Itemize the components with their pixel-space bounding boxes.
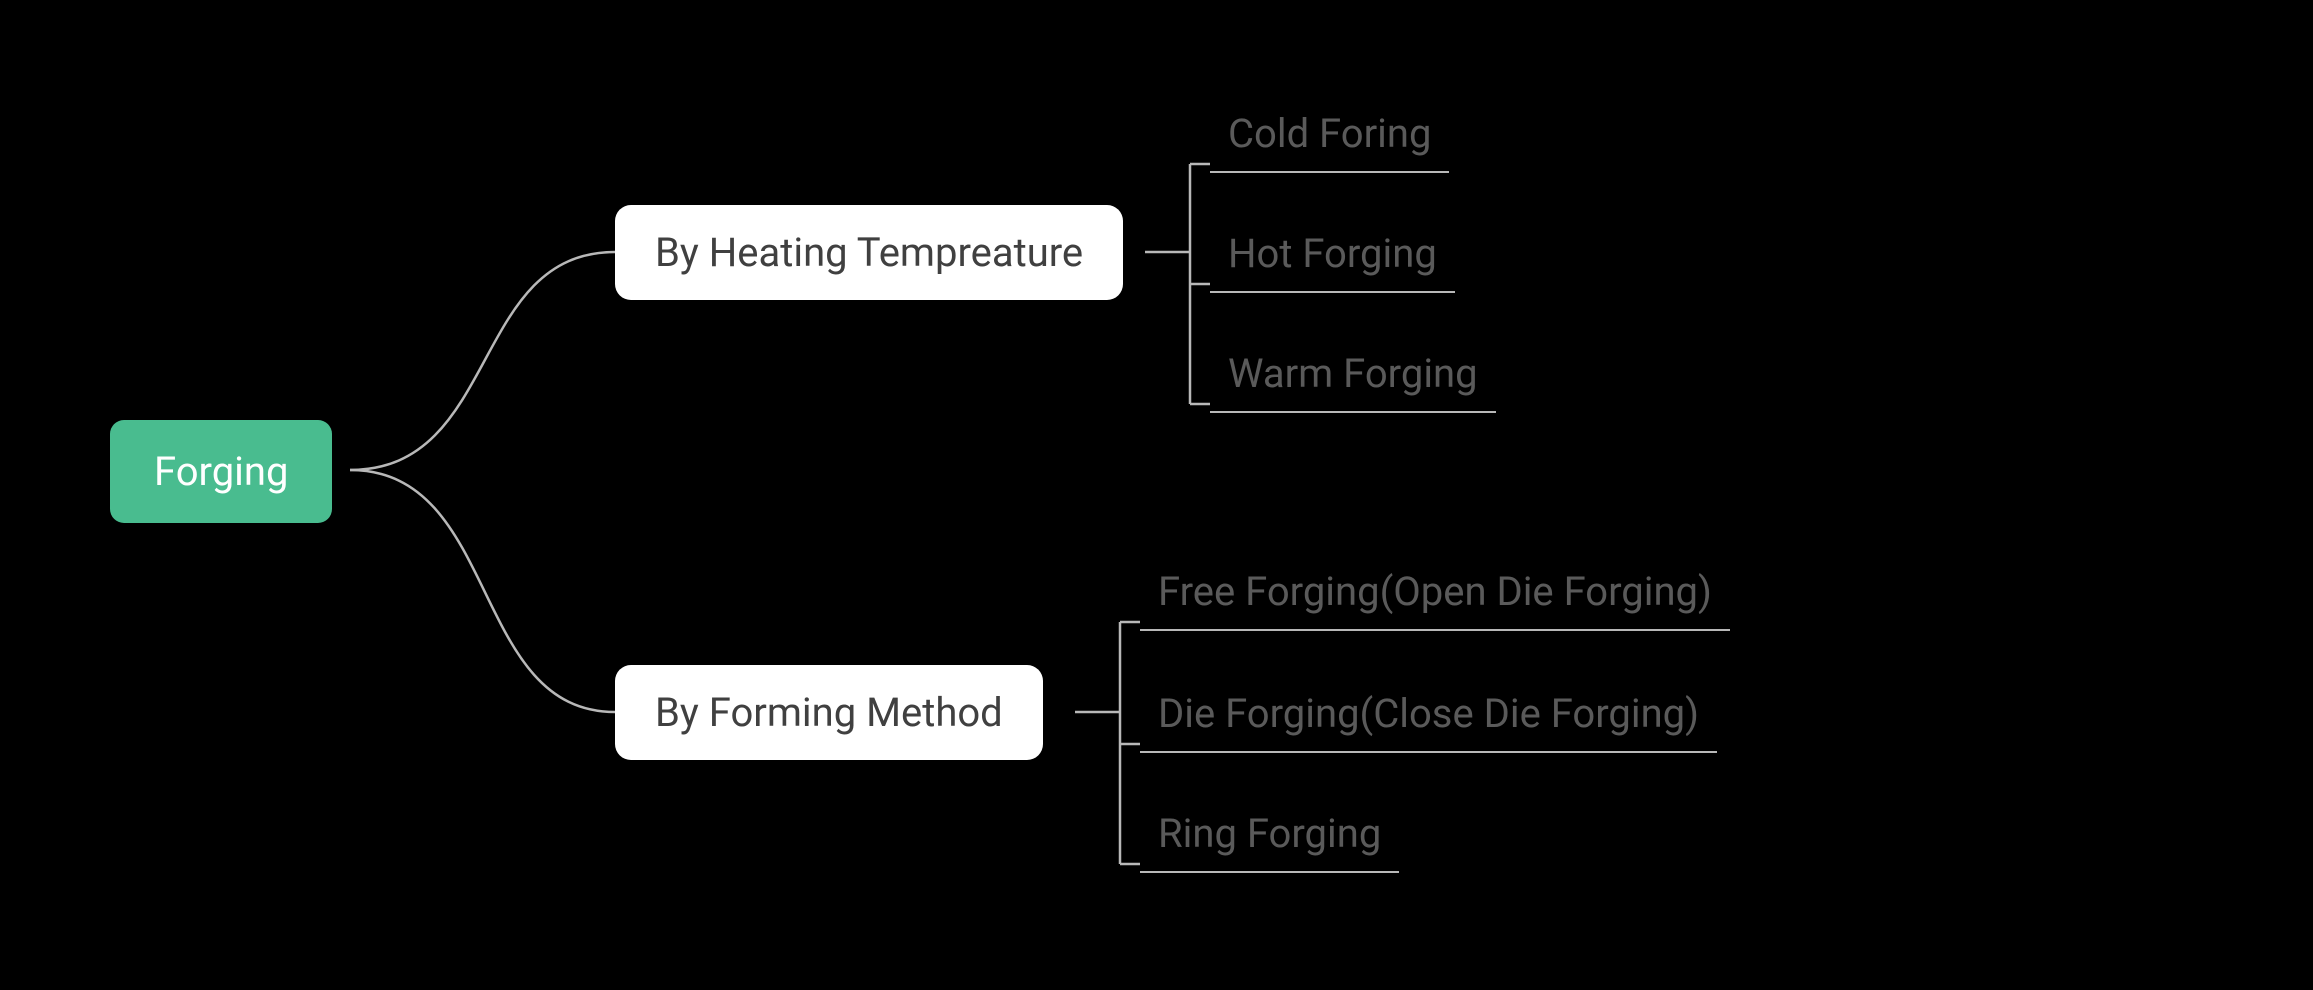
leaf-hot-forging: Hot Forging <box>1210 220 1455 293</box>
leaf-cold-foring: Cold Foring <box>1210 100 1449 173</box>
leaf-free-forging: Free Forging(Open Die Forging) <box>1140 558 1730 631</box>
leaf-ring-forging: Ring Forging <box>1140 800 1399 873</box>
leaf-die-forging: Die Forging(Close Die Forging) <box>1140 680 1717 753</box>
root-node-forging: Forging <box>110 420 332 523</box>
leaf-warm-forging: Warm Forging <box>1210 340 1496 413</box>
branch-node-forming-method: By Forming Method <box>615 665 1043 760</box>
branch-node-heating-temperature: By Heating Tempreature <box>615 205 1123 300</box>
